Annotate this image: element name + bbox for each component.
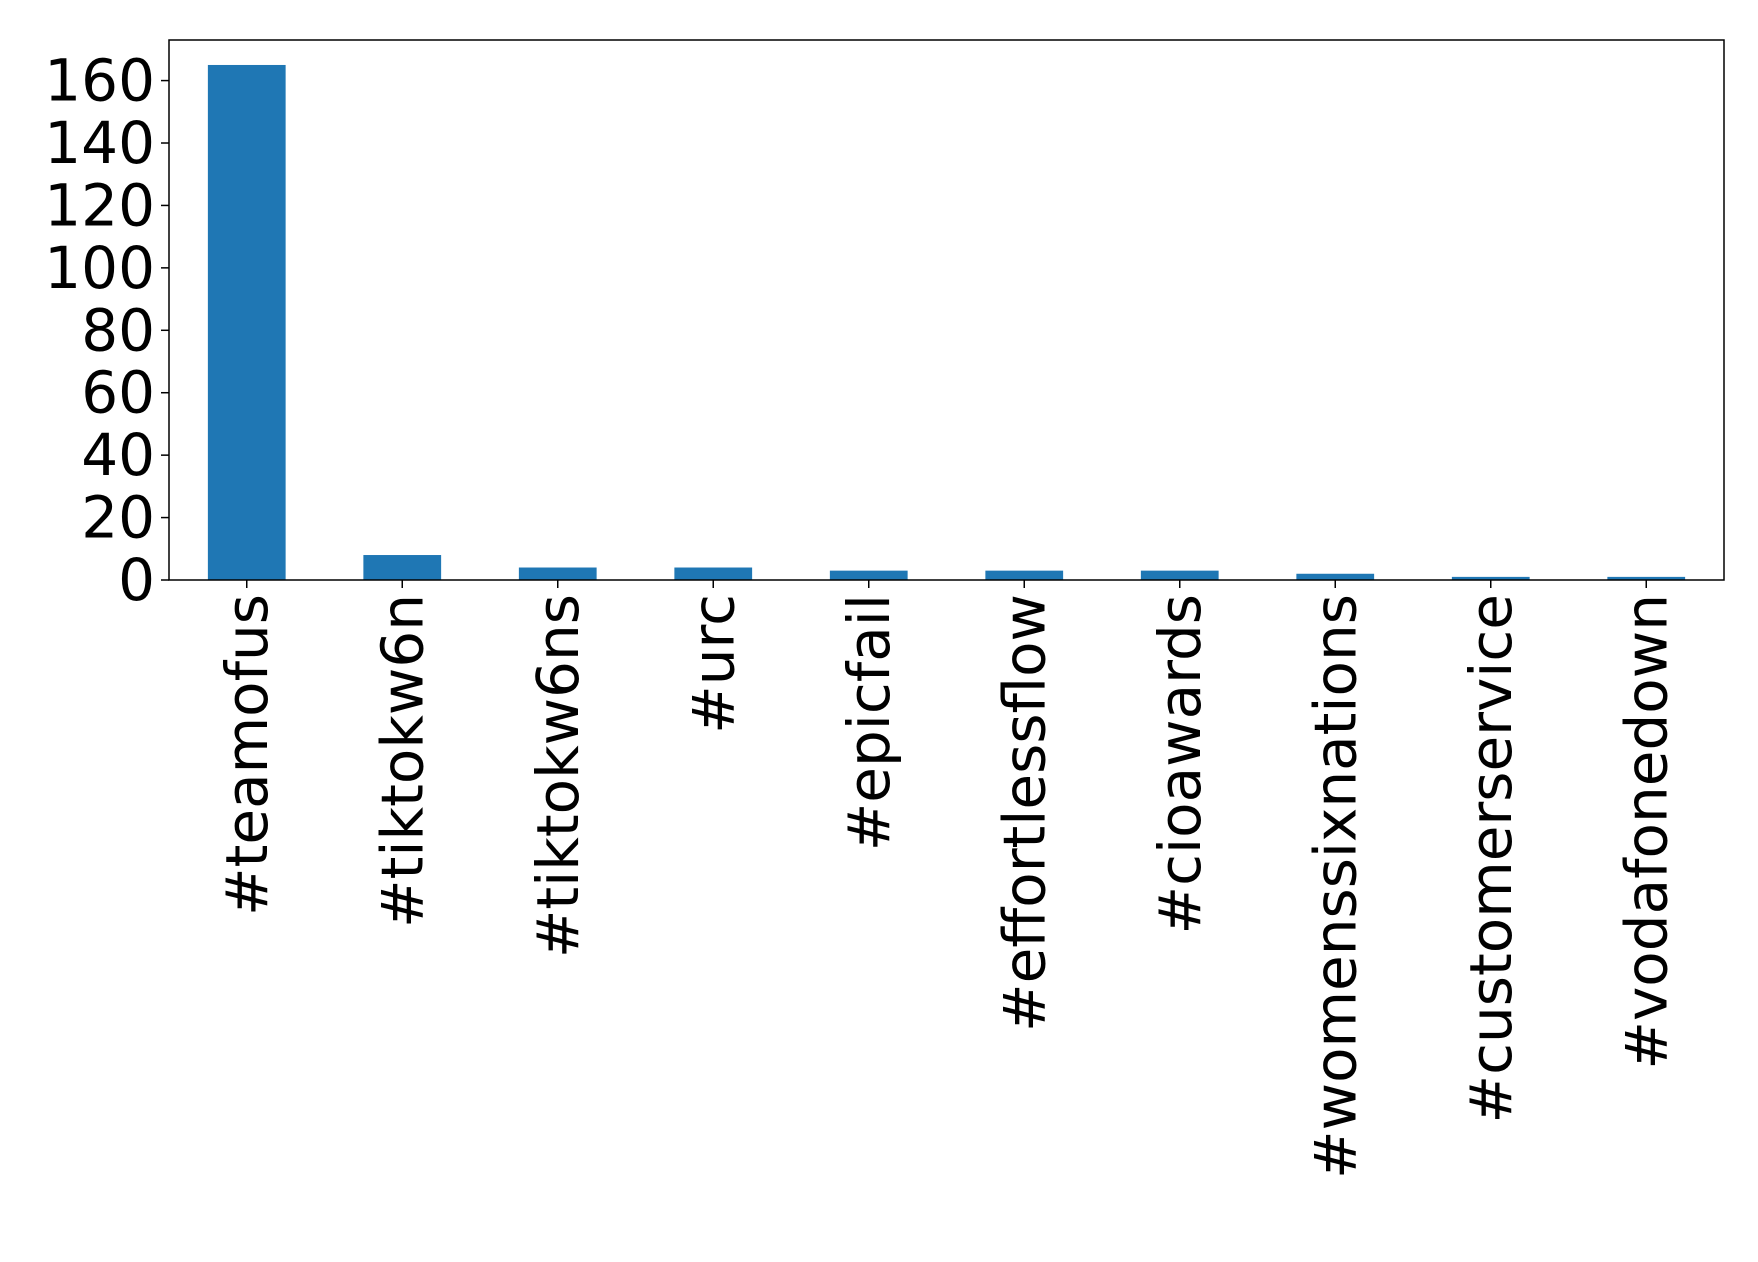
x-tick-label: #tiktokw6ns bbox=[524, 594, 592, 958]
bar bbox=[363, 555, 442, 580]
bar bbox=[518, 567, 597, 580]
x-tick-label: #vodafonedown bbox=[1612, 594, 1680, 1070]
bars-layer bbox=[207, 64, 1686, 581]
x-tick-label: #urc bbox=[679, 594, 747, 734]
y-tick-label: 80 bbox=[81, 296, 155, 364]
bar bbox=[1451, 576, 1530, 580]
x-tick-label: #effortlessflow bbox=[990, 594, 1058, 1032]
x-tick-label: #cioawards bbox=[1146, 594, 1214, 934]
y-tick-label: 40 bbox=[81, 421, 155, 489]
x-tick-label: #epicfail bbox=[835, 594, 903, 851]
x-tick-label: #teamofus bbox=[213, 594, 281, 916]
y-tick-label: 0 bbox=[118, 546, 155, 614]
y-tick-label: 100 bbox=[44, 234, 155, 302]
y-tick-label: 60 bbox=[81, 359, 155, 427]
bar bbox=[674, 567, 753, 580]
bar bbox=[1296, 573, 1375, 580]
x-axis: #teamofus #tiktokw6n #tiktokw6ns #urc #epicf… bbox=[213, 580, 1680, 1179]
y-tick-label: 20 bbox=[81, 484, 155, 552]
y-tick-label: 120 bbox=[44, 171, 155, 239]
x-tick-label: #womenssixnations bbox=[1301, 594, 1369, 1179]
bar bbox=[985, 570, 1064, 580]
bar bbox=[829, 570, 908, 580]
bar bbox=[1607, 576, 1686, 580]
x-tick-label: #tiktokw6n bbox=[368, 594, 436, 928]
y-tick-label: 140 bbox=[44, 109, 155, 177]
x-tick-label: #customerservice bbox=[1457, 594, 1525, 1123]
plot-frame bbox=[168, 39, 1725, 581]
bar bbox=[1140, 570, 1219, 580]
y-tick-label: 160 bbox=[44, 47, 155, 115]
bar bbox=[207, 64, 286, 581]
